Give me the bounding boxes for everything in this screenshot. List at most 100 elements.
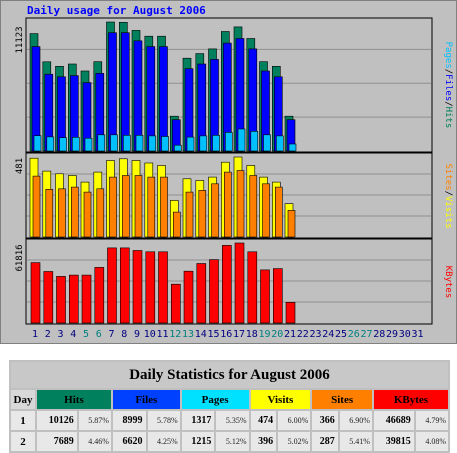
day-label-7: 7 xyxy=(108,329,114,340)
day-label-3: 3 xyxy=(57,329,63,340)
table-row: 1 10126 5.87% 8999 5.78% 1317 5.35% 474 … xyxy=(11,411,448,430)
legend-hits: Hits xyxy=(443,107,453,129)
bar-sites-day-18 xyxy=(249,175,258,238)
row-pages-pct: 5.35% xyxy=(216,411,249,430)
row-hits: 7689 xyxy=(37,432,77,451)
bar-pages-day-12 xyxy=(174,144,182,152)
bar-pages-day-11 xyxy=(161,136,169,152)
bar-kbytes-day-18 xyxy=(247,251,258,324)
col-header-files: Files xyxy=(112,390,180,409)
legend-sep-1: / xyxy=(443,69,453,74)
row-visits: 396 xyxy=(250,432,277,451)
bar-files-day-8 xyxy=(121,32,130,152)
bar-sites-day-17 xyxy=(236,170,245,238)
bar-kbytes-day-1 xyxy=(30,262,41,324)
bar-files-day-9 xyxy=(133,40,143,152)
bar-kbytes-day-21 xyxy=(285,301,296,324)
bar-sites-day-6 xyxy=(96,188,105,238)
col-header-visits: Visits xyxy=(250,390,311,409)
day-label-18: 18 xyxy=(246,329,258,340)
legend-sites: Sites xyxy=(443,163,453,190)
visits-max-label: 481 xyxy=(15,158,25,174)
bar-sites-day-4 xyxy=(71,186,79,238)
bar-kbytes-day-13 xyxy=(183,270,194,324)
day-label-20: 20 xyxy=(271,329,283,340)
bar-pages-day-21 xyxy=(288,143,297,152)
bar-kbytes-day-3 xyxy=(56,276,66,324)
bar-kbytes-day-17 xyxy=(234,242,245,324)
bar-kbytes-day-16 xyxy=(222,245,232,324)
row-files-pct: 4.25% xyxy=(147,432,180,451)
bar-pages-day-18 xyxy=(250,131,259,152)
day-label-6: 6 xyxy=(96,329,102,340)
bar-pages-day-9 xyxy=(135,135,144,152)
row-kbytes-pct: 4.79% xyxy=(415,411,448,430)
bar-pages-day-10 xyxy=(148,135,157,152)
row-day: 1 xyxy=(11,411,35,430)
bar-sites-day-20 xyxy=(274,186,283,238)
bar-kbytes-day-8 xyxy=(120,247,130,324)
day-label-5: 5 xyxy=(83,329,89,340)
day-label-17: 17 xyxy=(233,329,245,340)
row-pages-pct: 5.12% xyxy=(216,432,249,451)
bar-kbytes-day-10 xyxy=(145,251,156,324)
row-files: 6620 xyxy=(112,432,146,451)
table-row: 2 7689 4.46% 6620 4.25% 1215 5.12% 396 5… xyxy=(11,432,448,451)
row-day: 2 xyxy=(11,432,35,451)
bar-sites-day-16 xyxy=(224,171,232,238)
bar-pages-day-6 xyxy=(97,134,106,152)
visits-panel-legend: Sites/Visits xyxy=(443,163,453,228)
row-pages: 1215 xyxy=(181,432,215,451)
day-label-24: 24 xyxy=(322,329,334,340)
row-kbytes: 46689 xyxy=(373,411,414,430)
bar-sites-day-21 xyxy=(287,210,296,238)
day-label-27: 27 xyxy=(360,329,372,340)
usage-chart: Daily usage for August 2006 11123 481 61… xyxy=(0,0,457,344)
row-kbytes-pct: 4.08% xyxy=(415,432,448,451)
bar-pages-day-8 xyxy=(123,135,131,152)
row-sites-pct: 5.41% xyxy=(339,432,372,451)
day-label-14: 14 xyxy=(195,329,207,340)
hits-max-label: 11123 xyxy=(15,26,25,53)
bar-kbytes-day-15 xyxy=(209,259,219,324)
day-axis-labels: 1 2 3 4 5 6 7 8 9 10 11 12 13 14 15 16 17 18 19 20 21 22 23 24 2… xyxy=(32,329,424,340)
bar-sites-day-10 xyxy=(147,176,156,238)
day-label-4: 4 xyxy=(70,329,76,340)
col-header-hits: Hits xyxy=(37,390,111,409)
day-label-16: 16 xyxy=(220,329,232,340)
bar-kbytes-day-5 xyxy=(81,274,92,324)
bar-sites-day-15 xyxy=(211,183,219,238)
bar-kbytes-day-9 xyxy=(132,250,143,324)
row-pages: 1317 xyxy=(181,411,215,430)
day-label-13: 13 xyxy=(182,329,194,340)
bar-pages-day-5 xyxy=(84,137,93,152)
day-label-23: 23 xyxy=(309,329,321,340)
bar-kbytes-day-14 xyxy=(196,263,207,324)
bar-pages-day-14 xyxy=(199,135,208,152)
kbytes-max-label: 61816 xyxy=(15,244,25,271)
day-label-2: 2 xyxy=(45,329,51,340)
day-label-30: 30 xyxy=(399,329,411,340)
bar-sites-day-8 xyxy=(122,175,130,238)
bar-sites-day-12 xyxy=(173,211,181,238)
bar-files-day-10 xyxy=(146,46,156,152)
bar-sites-day-1 xyxy=(32,175,41,238)
bar-kbytes-day-4 xyxy=(69,274,79,324)
day-label-29: 29 xyxy=(386,329,398,340)
bar-kbytes-day-19 xyxy=(260,269,270,324)
daily-stats-table: Daily Statistics for August 2006 Day Hit… xyxy=(9,360,450,453)
day-label-15: 15 xyxy=(207,329,219,340)
bar-files-day-7 xyxy=(108,32,117,152)
day-label-31: 31 xyxy=(411,329,423,340)
row-hits-pct: 5.87% xyxy=(78,411,111,430)
chart-title: Daily usage for August 2006 xyxy=(27,4,206,17)
day-label-11: 11 xyxy=(156,329,168,340)
bar-pages-day-4 xyxy=(72,137,80,152)
bar-pages-day-1 xyxy=(33,135,42,152)
bar-pages-day-7 xyxy=(110,134,118,152)
row-files: 8999 xyxy=(112,411,146,430)
day-label-21: 21 xyxy=(284,329,296,340)
row-visits-pct: 5.02% xyxy=(278,432,311,451)
day-label-26: 26 xyxy=(348,329,360,340)
bar-sites-day-11 xyxy=(160,176,168,238)
